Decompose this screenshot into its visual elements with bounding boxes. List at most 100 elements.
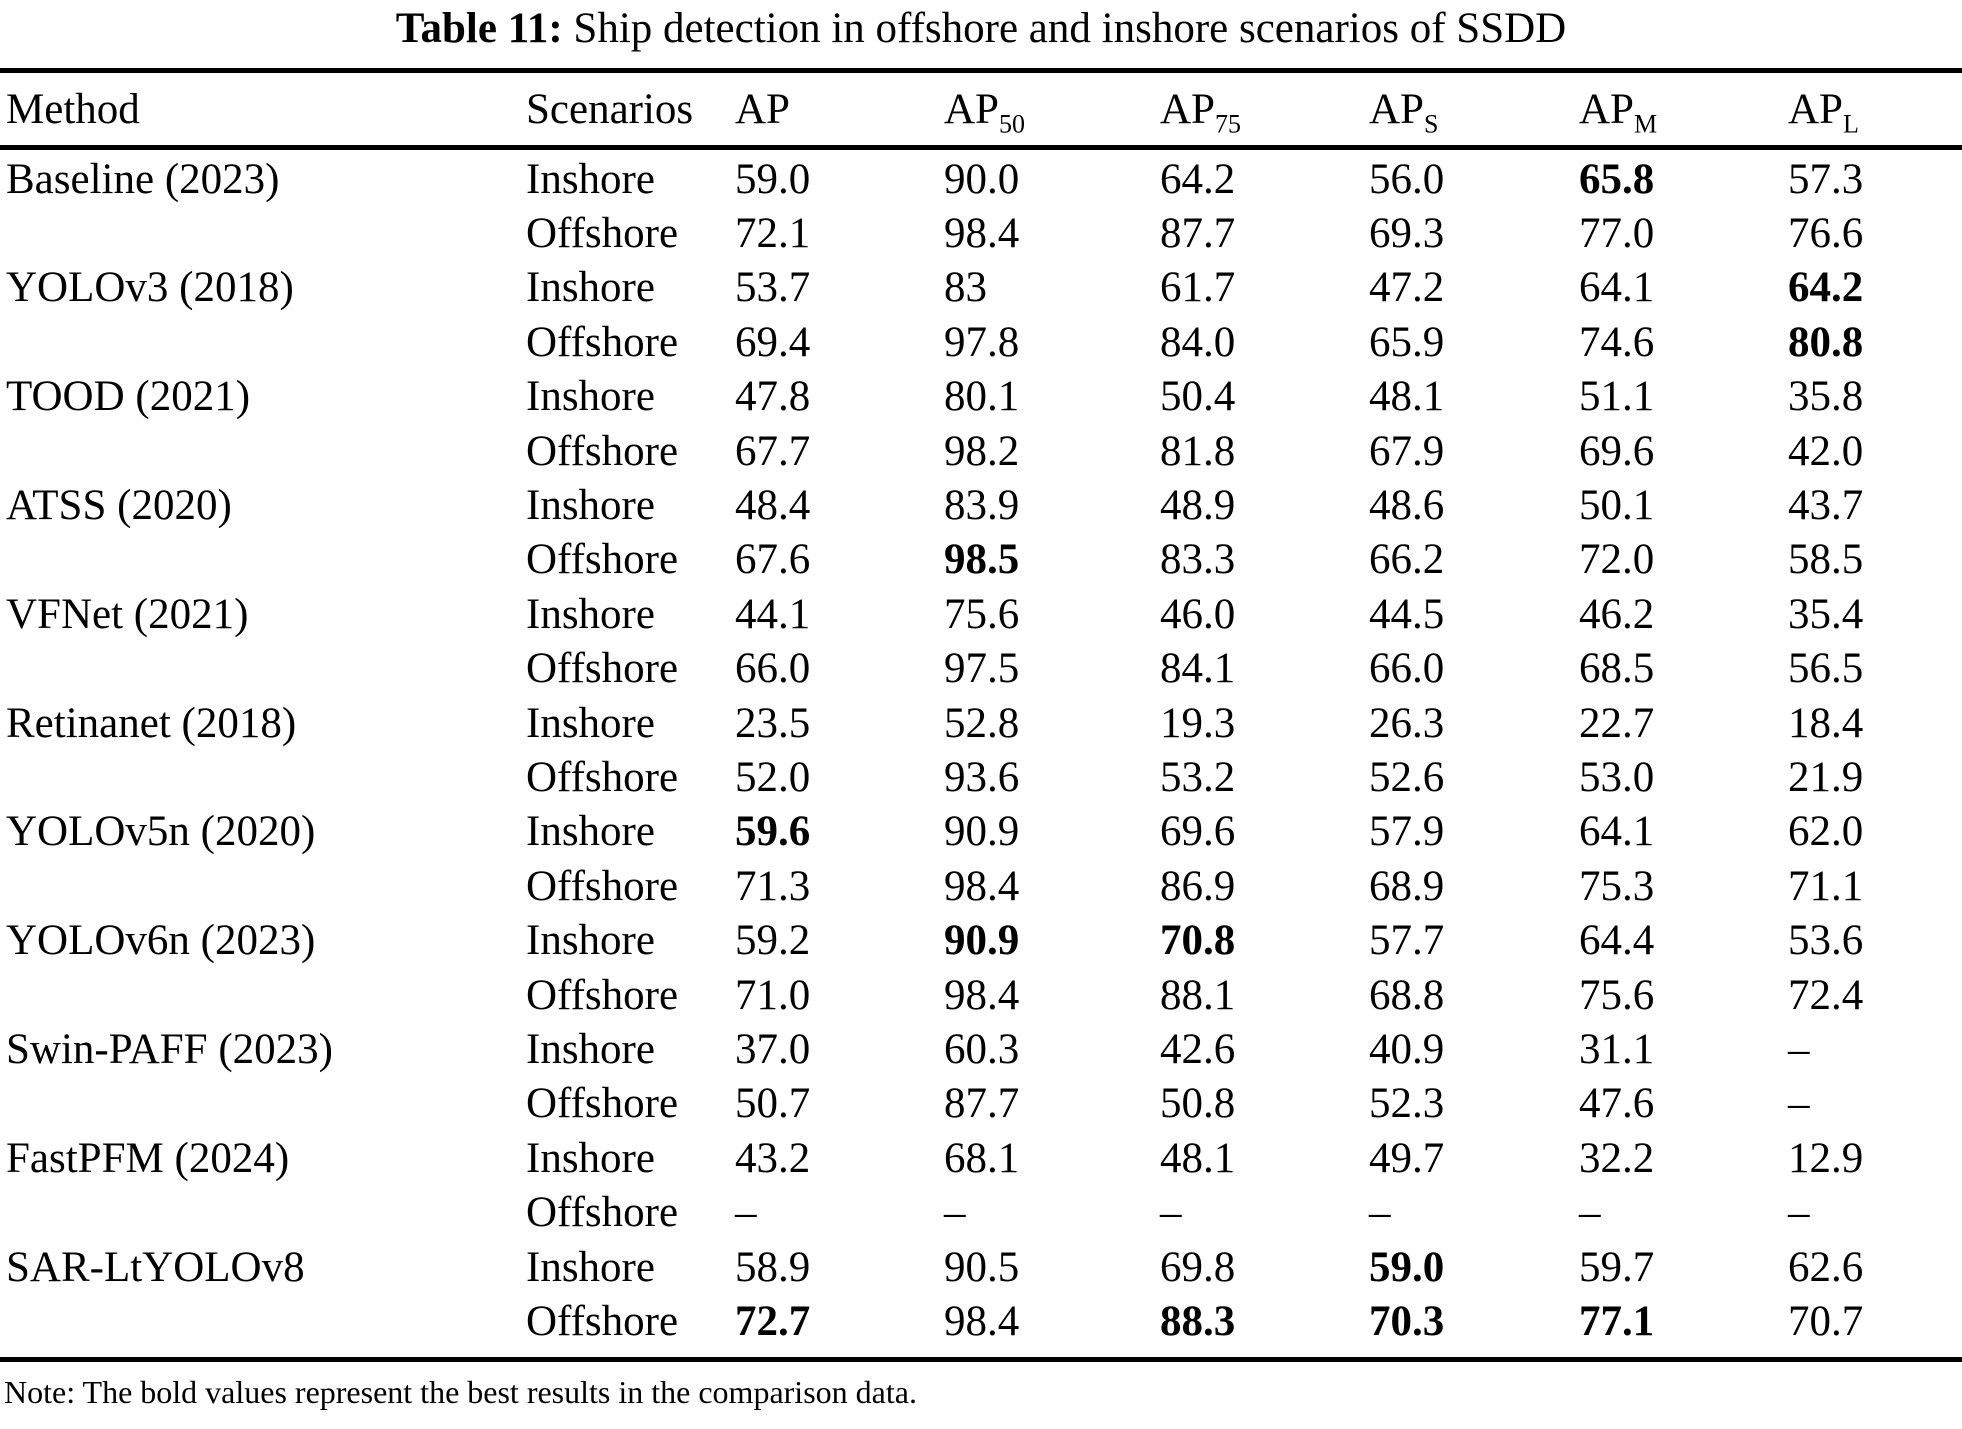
value-cell: 59.2 — [735, 917, 811, 965]
scenario-cell: Inshore — [526, 264, 655, 312]
value-cell: 67.6 — [735, 536, 811, 584]
table-row: Offshore 72.7 98.4 88.3 70.3 77.1 70.7 — [6, 1294, 1962, 1348]
table-row: Baseline (2023) Inshore 59.0 90.0 64.2 56.0 65… — [6, 152, 1962, 206]
value-cell: 69.4 — [735, 318, 811, 366]
value-cell: 58.9 — [735, 1243, 811, 1291]
value-cell: 47.2 — [1369, 264, 1445, 312]
value-cell: 86.9 — [1160, 862, 1236, 910]
value-cell: 42.0 — [1788, 427, 1864, 475]
value-cell: 97.5 — [944, 645, 1020, 693]
value-cell: 76.6 — [1788, 210, 1864, 258]
header-subscript: S — [1423, 109, 1439, 139]
header-subscript: 50 — [998, 109, 1025, 139]
value-cell: 64.1 — [1579, 264, 1655, 312]
value-cell: 42.6 — [1160, 1025, 1236, 1073]
scenario-cell: Offshore — [526, 427, 679, 475]
column-header-apm: APM — [1579, 85, 1788, 137]
value-cell: 64.4 — [1579, 917, 1655, 965]
value-cell: 40.9 — [1369, 1025, 1445, 1073]
scenario-cell: Inshore — [526, 155, 655, 203]
value-cell: 48.6 — [1369, 482, 1445, 530]
scenario-cell: Inshore — [526, 917, 655, 965]
value-cell: 46.2 — [1579, 590, 1655, 638]
table-row: YOLOv6n (2023) Inshore 59.2 90.9 70.8 57.7 64.… — [6, 913, 1962, 967]
method-cell: Swin-PAFF (2023) — [6, 1025, 333, 1073]
value-cell: 72.7 — [735, 1297, 811, 1345]
scenario-cell: Inshore — [526, 1134, 655, 1182]
value-cell: 67.9 — [1369, 427, 1445, 475]
value-cell: 59.7 — [1579, 1243, 1655, 1291]
value-cell: 50.8 — [1160, 1080, 1236, 1128]
value-cell: – — [1788, 1189, 1810, 1237]
value-cell: 93.6 — [944, 753, 1020, 801]
value-cell: 48.1 — [1369, 373, 1445, 421]
method-cell: YOLOv6n (2023) — [6, 917, 316, 965]
table-row: Retinanet (2018) Inshore 23.5 52.8 19.3 26.3 2… — [6, 696, 1962, 750]
value-cell: 50.7 — [735, 1080, 811, 1128]
value-cell: 35.4 — [1788, 590, 1864, 638]
value-cell: 65.9 — [1369, 318, 1445, 366]
value-cell: 90.9 — [944, 917, 1020, 965]
header-subscript: 75 — [1214, 109, 1241, 139]
column-header-apl: APL — [1788, 85, 1962, 137]
scenario-cell: Offshore — [526, 862, 679, 910]
value-cell: 87.7 — [944, 1080, 1020, 1128]
value-cell: 32.2 — [1579, 1134, 1655, 1182]
method-cell: FastPFM (2024) — [6, 1134, 290, 1182]
value-cell: 44.1 — [735, 590, 811, 638]
table-row: Offshore 71.3 98.4 86.9 68.9 75.3 71.1 — [6, 859, 1962, 913]
value-cell: 52.3 — [1369, 1080, 1445, 1128]
value-cell: 35.8 — [1788, 373, 1864, 421]
header-label: AP — [1579, 85, 1634, 133]
column-header-scenarios: Scenarios — [526, 85, 735, 134]
value-cell: 74.6 — [1579, 318, 1655, 366]
value-cell: 52.8 — [944, 699, 1020, 747]
value-cell: 49.7 — [1369, 1134, 1445, 1182]
value-cell: 22.7 — [1579, 699, 1655, 747]
scenario-cell: Offshore — [526, 753, 679, 801]
value-cell: 72.0 — [1579, 536, 1655, 584]
caption-label: Table 11: — [395, 5, 563, 52]
value-cell: 58.5 — [1788, 536, 1864, 584]
value-cell: 90.0 — [944, 155, 1020, 203]
value-cell: 98.2 — [944, 427, 1020, 475]
table-row: Offshore – – – – – – — [6, 1185, 1962, 1239]
header-label: AP — [735, 85, 790, 133]
value-cell: – — [735, 1189, 757, 1237]
value-cell: 57.9 — [1369, 808, 1445, 856]
table-header-row: Method Scenarios AP AP50 AP75 APS APM AP… — [6, 73, 1962, 145]
value-cell: 71.3 — [735, 862, 811, 910]
value-cell: 23.5 — [735, 699, 811, 747]
value-cell: 52.6 — [1369, 753, 1445, 801]
value-cell: 37.0 — [735, 1025, 811, 1073]
value-cell: 67.7 — [735, 427, 811, 475]
value-cell: 19.3 — [1160, 699, 1236, 747]
value-cell: 59.6 — [735, 808, 811, 856]
scenario-cell: Inshore — [526, 1243, 655, 1291]
value-cell: 77.1 — [1579, 1297, 1655, 1345]
scenario-cell: Offshore — [526, 1297, 679, 1345]
header-label: AP — [1160, 85, 1215, 133]
value-cell: 75.6 — [1579, 971, 1655, 1019]
value-cell: 90.5 — [944, 1243, 1020, 1291]
value-cell: 69.6 — [1579, 427, 1655, 475]
value-cell: 70.3 — [1369, 1297, 1445, 1345]
table-row: SAR-LtYOLOv8 Inshore 58.9 90.5 69.8 59.0 59.7 6… — [6, 1240, 1962, 1294]
bottom-rule — [0, 1357, 1962, 1362]
value-cell: 57.3 — [1788, 155, 1864, 203]
header-subscript: M — [1633, 109, 1658, 139]
value-cell: 68.9 — [1369, 862, 1445, 910]
value-cell: 56.0 — [1369, 155, 1445, 203]
column-header-ap75: AP75 — [1160, 85, 1369, 137]
table-row: Offshore 67.7 98.2 81.8 67.9 69.6 42.0 — [6, 424, 1962, 478]
value-cell: 51.1 — [1579, 373, 1655, 421]
header-subscript: L — [1842, 109, 1859, 139]
table-body: Baseline (2023) Inshore 59.0 90.0 64.2 56.0 65… — [6, 152, 1962, 1349]
table-row: Swin-PAFF (2023) Inshore 37.0 60.3 42.6 40.9 3… — [6, 1022, 1962, 1076]
value-cell: 53.6 — [1788, 917, 1864, 965]
table-row: Offshore 67.6 98.5 83.3 66.2 72.0 58.5 — [6, 533, 1962, 587]
table-row: YOLOv3 (2018) Inshore 53.7 83 61.7 47.2 64.1 64… — [6, 261, 1962, 315]
value-cell: 65.8 — [1579, 155, 1655, 203]
method-cell: TOOD (2021) — [6, 373, 251, 421]
